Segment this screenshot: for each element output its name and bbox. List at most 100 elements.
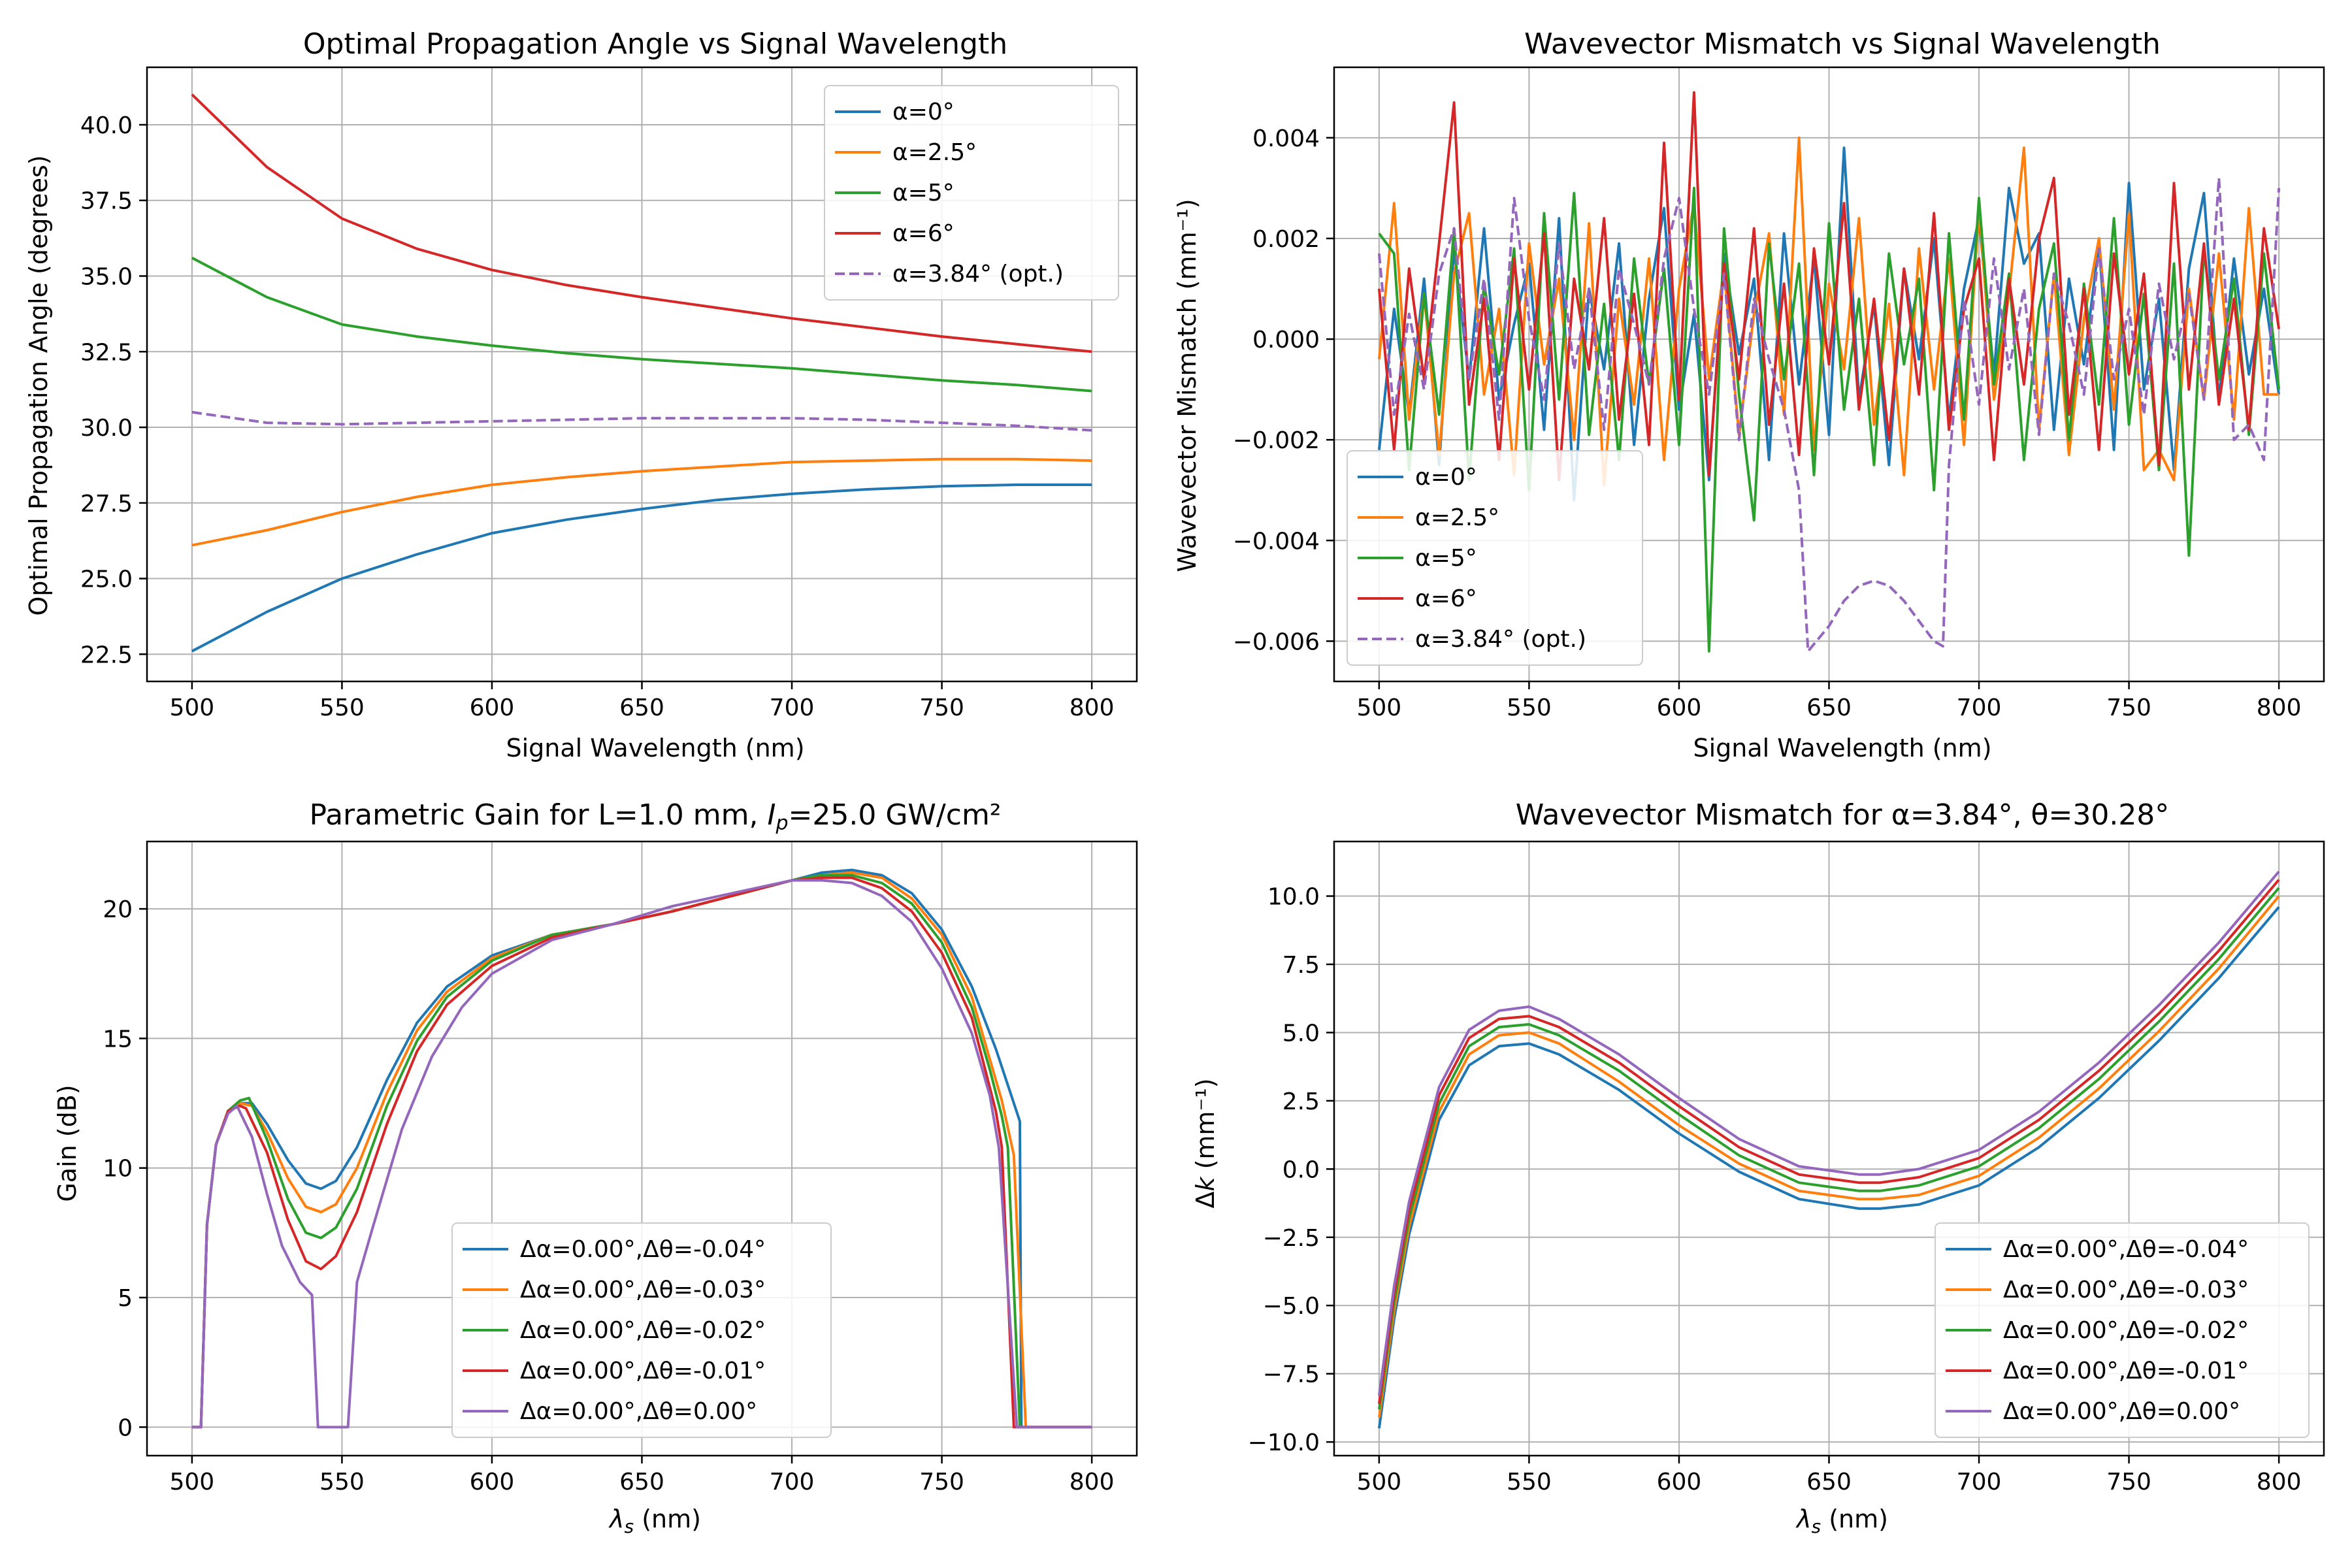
x-tick-label: 600	[1657, 1469, 1702, 1495]
x-axis-unit: (nm)	[1821, 1505, 1888, 1533]
legend: α=0° α=2.5° α=5° α=6° α=3.84° (opt.)	[1347, 450, 1643, 666]
legend-box	[1347, 450, 1643, 666]
series-line-2	[1377, 895, 2280, 1418]
series-line-5	[191, 410, 1092, 432]
x-axis-variable: λ	[1795, 1505, 1812, 1533]
legend-label: α=0°	[892, 99, 955, 125]
series-line-4	[191, 876, 1092, 1429]
x-tick-label: 700	[770, 694, 815, 721]
y-tick-label: 27.5	[80, 491, 133, 517]
ticks: 500 550 600 650 700 750 800 0 5 10 15 20	[103, 896, 1114, 1495]
chart-title: Wavevector Mismatch for α=3.84°, θ=30.28…	[1516, 798, 2170, 832]
x-tick-label: 500	[1357, 694, 1402, 721]
x-tick-label: 550	[319, 1469, 365, 1495]
y-tick-label: −0.004	[1233, 528, 1320, 555]
x-tick-label: 800	[1070, 694, 1115, 721]
y-tick-label: −5.0	[1263, 1293, 1320, 1320]
x-tick-label: 550	[1507, 694, 1552, 721]
legend: α=0° α=2.5° α=5° α=6° α=3.84° (opt.)	[824, 85, 1119, 301]
chart-title: Wavevector Mismatch vs Signal Wavelength	[1524, 27, 2161, 61]
legend-label: α=6°	[1415, 585, 1477, 612]
legend-box	[451, 1222, 832, 1438]
title-subscript: p	[775, 812, 788, 835]
legend-label: α=6°	[892, 220, 955, 247]
y-tick-label: 0.0	[1282, 1156, 1320, 1183]
series-line-4	[1377, 879, 2280, 1404]
y-tick-label: −10.0	[1248, 1429, 1320, 1456]
x-tick-label: 800	[2257, 1469, 2302, 1495]
chart-title: Optimal Propagation Angle vs Signal Wave…	[303, 27, 1007, 61]
x-tick-label: 700	[1957, 1469, 2002, 1495]
x-tick-label: 500	[170, 694, 215, 721]
y-tick-label: 0.002	[1252, 226, 1320, 253]
y-tick-label: −7.5	[1263, 1362, 1320, 1388]
y-tick-label: 5.0	[1282, 1020, 1320, 1047]
x-tick-label: 700	[1957, 694, 2002, 721]
legend-label: α=2.5°	[1415, 504, 1499, 531]
legend-label: Δα=0.00°,Δθ=-0.03°	[2003, 1277, 2249, 1303]
series-line-5	[1377, 870, 2280, 1396]
x-tick-label: 650	[1806, 1469, 1852, 1495]
y-axis-prefix: Δ	[1191, 1192, 1220, 1209]
y-tick-label: 10	[103, 1156, 133, 1183]
y-tick-label: 5	[118, 1285, 133, 1312]
x-tick-label: 500	[170, 1469, 215, 1495]
legend-label: Δα=0.00°,Δθ=-0.01°	[2003, 1358, 2249, 1384]
legend-box	[1935, 1222, 2310, 1438]
chart-optimal-angle: Optimal Propagation Angle vs Signal Wave…	[24, 27, 1138, 762]
series-line-5	[191, 879, 1092, 1429]
legend-box	[824, 85, 1119, 301]
chart-parametric-gain: Parametric Gain for L=1.0 mm, Ip=25.0 GW…	[53, 798, 1138, 1537]
x-tick-label: 600	[470, 694, 515, 721]
y-axis-label: Optimal Propagation Angle (degrees)	[24, 155, 53, 615]
y-tick-label: 0.004	[1252, 125, 1320, 152]
legend-label: α=5°	[1415, 545, 1477, 572]
series-line-2	[1377, 136, 2279, 487]
y-tick-label: 40.0	[80, 112, 133, 139]
legend-label: Δα=0.00°,Δθ=-0.02°	[2003, 1317, 2249, 1344]
y-tick-label: −0.002	[1233, 427, 1320, 454]
y-tick-label: 30.0	[80, 415, 133, 442]
title-prefix: Parametric Gain for L=1.0 mm,	[310, 798, 768, 832]
x-tick-label: 750	[2106, 694, 2151, 721]
legend-label: α=2.5°	[892, 139, 977, 166]
series-line-3	[1377, 887, 2280, 1410]
x-tick-label: 750	[919, 694, 964, 721]
x-tick-label: 500	[1357, 1469, 1402, 1495]
y-tick-label: −2.5	[1263, 1225, 1320, 1252]
y-tick-label: 37.5	[80, 188, 133, 215]
x-tick-label: 550	[319, 694, 365, 721]
y-axis-label: Gain (dB)	[53, 1085, 82, 1201]
title-suffix: =25.0 GW/cm²	[789, 798, 1002, 832]
y-tick-label: 7.5	[1282, 952, 1320, 979]
legend-label: Δα=0.00°,Δθ=0.00°	[2003, 1398, 2240, 1425]
series-line-1	[1377, 906, 2280, 1429]
y-tick-label: 0.000	[1252, 327, 1320, 353]
chart-wavevector-mismatch: Wavevector Mismatch vs Signal Wavelength…	[1173, 27, 2325, 762]
y-tick-label: 10.0	[1267, 884, 1320, 911]
series-line-3	[191, 874, 1092, 1429]
series-line-5	[1377, 176, 2281, 653]
x-tick-label: 600	[1657, 694, 1702, 721]
y-axis-variable: k	[1191, 1176, 1220, 1192]
y-axis-suffix: (mm⁻¹)	[1191, 1078, 1220, 1177]
x-axis-label: λs (nm)	[608, 1505, 701, 1537]
legend: Δα=0.00°,Δθ=-0.04° Δα=0.00°,Δθ=-0.03° Δα=0…	[451, 1222, 832, 1438]
series-group	[1377, 870, 2280, 1429]
legend-label: α=3.84° (opt.)	[892, 261, 1064, 287]
y-tick-label: 15	[103, 1026, 133, 1053]
x-tick-label: 650	[1806, 694, 1852, 721]
y-tick-label: 22.5	[80, 642, 133, 668]
series-line-4	[191, 93, 1092, 353]
title-variable: I	[767, 798, 776, 832]
legend-label: Δα=0.00°,Δθ=-0.03°	[520, 1277, 766, 1303]
series-line-4	[1377, 91, 2281, 482]
x-axis-unit: (nm)	[634, 1505, 701, 1533]
x-tick-label: 550	[1507, 1469, 1552, 1495]
x-axis-subscript: s	[1812, 1516, 1821, 1537]
x-tick-label: 650	[619, 694, 664, 721]
x-tick-label: 800	[2257, 694, 2302, 721]
x-axis-label: Signal Wavelength (nm)	[506, 734, 804, 762]
x-axis-label: λs (nm)	[1795, 1505, 1888, 1537]
